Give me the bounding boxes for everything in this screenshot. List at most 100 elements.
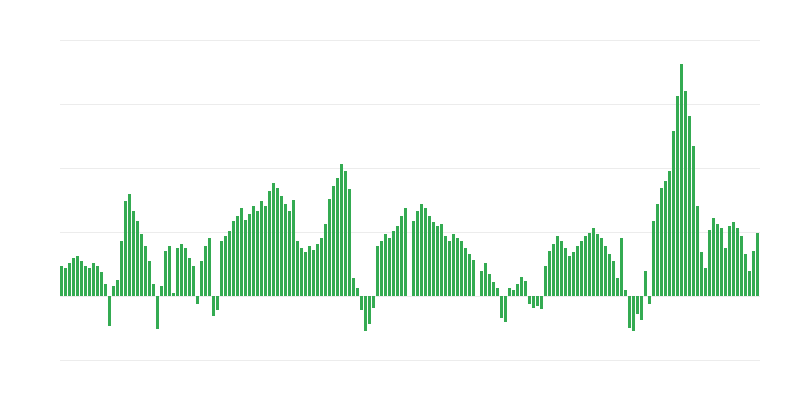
bar bbox=[252, 206, 255, 296]
bar bbox=[456, 238, 459, 296]
bar bbox=[396, 226, 399, 296]
bar-negative bbox=[500, 296, 503, 318]
bar-negative bbox=[528, 296, 531, 304]
bar bbox=[268, 191, 271, 296]
bar bbox=[724, 248, 727, 296]
bar bbox=[248, 214, 251, 296]
bar bbox=[224, 236, 227, 296]
bar-negative bbox=[368, 296, 371, 324]
bar-negative bbox=[196, 296, 199, 304]
bar bbox=[168, 246, 171, 296]
bar bbox=[276, 188, 279, 296]
gridlines-group bbox=[60, 40, 760, 361]
bar bbox=[152, 284, 155, 296]
bar bbox=[96, 266, 99, 296]
bar-negative bbox=[648, 296, 651, 304]
bar bbox=[388, 238, 391, 296]
bar bbox=[180, 244, 183, 296]
bar bbox=[460, 241, 463, 296]
bar-negative bbox=[628, 296, 631, 328]
bar bbox=[132, 211, 135, 296]
bar bbox=[712, 218, 715, 296]
bar bbox=[584, 236, 587, 296]
bar bbox=[524, 281, 527, 296]
bar bbox=[392, 231, 395, 296]
bar bbox=[664, 181, 667, 296]
bar bbox=[488, 274, 491, 296]
bar bbox=[472, 260, 475, 296]
bar bbox=[520, 277, 523, 296]
bar-negative bbox=[532, 296, 535, 308]
bar bbox=[292, 200, 295, 296]
bar bbox=[668, 171, 671, 296]
bar bbox=[560, 241, 563, 296]
bar bbox=[164, 251, 167, 296]
bar-negative bbox=[212, 296, 215, 316]
bar bbox=[352, 278, 355, 296]
bar bbox=[344, 171, 347, 296]
bar bbox=[308, 246, 311, 296]
bar-negative bbox=[636, 296, 639, 314]
bar bbox=[448, 241, 451, 296]
bar bbox=[556, 236, 559, 296]
bar bbox=[76, 256, 79, 296]
bar bbox=[336, 178, 339, 296]
bar bbox=[208, 238, 211, 296]
bar bbox=[404, 208, 407, 296]
bar bbox=[332, 186, 335, 296]
bar bbox=[288, 211, 291, 296]
bar bbox=[356, 288, 359, 296]
bar-negative bbox=[156, 296, 159, 329]
bar bbox=[596, 234, 599, 296]
bar bbox=[100, 272, 103, 296]
bar bbox=[708, 230, 711, 296]
bar-negative bbox=[632, 296, 635, 331]
bar bbox=[140, 234, 143, 296]
bar bbox=[64, 268, 67, 296]
bar bbox=[220, 241, 223, 296]
bar bbox=[400, 216, 403, 296]
bar bbox=[436, 226, 439, 296]
bar bbox=[200, 261, 203, 296]
bar bbox=[380, 241, 383, 296]
bar bbox=[428, 216, 431, 296]
bar bbox=[348, 189, 351, 296]
bar bbox=[552, 244, 555, 296]
bar bbox=[484, 263, 487, 296]
bar bbox=[572, 252, 575, 296]
bar bbox=[84, 266, 87, 296]
bar bbox=[384, 234, 387, 296]
bar bbox=[264, 206, 267, 296]
bar bbox=[600, 238, 603, 296]
bar bbox=[176, 248, 179, 296]
bar bbox=[144, 246, 147, 296]
bar bbox=[620, 238, 623, 296]
bar-negative bbox=[536, 296, 539, 306]
bar bbox=[376, 246, 379, 296]
bar bbox=[324, 224, 327, 296]
bar bbox=[676, 96, 679, 296]
bar bbox=[564, 248, 567, 296]
bar bbox=[244, 220, 247, 296]
bar bbox=[672, 131, 675, 296]
bar bbox=[544, 266, 547, 296]
bar bbox=[412, 221, 415, 296]
bar bbox=[624, 290, 627, 296]
bar bbox=[88, 268, 91, 296]
bar bbox=[204, 246, 207, 296]
bar bbox=[420, 204, 423, 296]
bar bbox=[172, 293, 175, 296]
bar bbox=[316, 244, 319, 296]
bar-negative bbox=[540, 296, 543, 309]
bar bbox=[660, 188, 663, 296]
bar bbox=[644, 271, 647, 296]
bar bbox=[328, 199, 331, 296]
bar bbox=[188, 258, 191, 296]
bar bbox=[516, 284, 519, 296]
bar-negative bbox=[108, 296, 111, 326]
bar bbox=[680, 64, 683, 296]
bar bbox=[72, 258, 75, 296]
bar bbox=[612, 261, 615, 296]
